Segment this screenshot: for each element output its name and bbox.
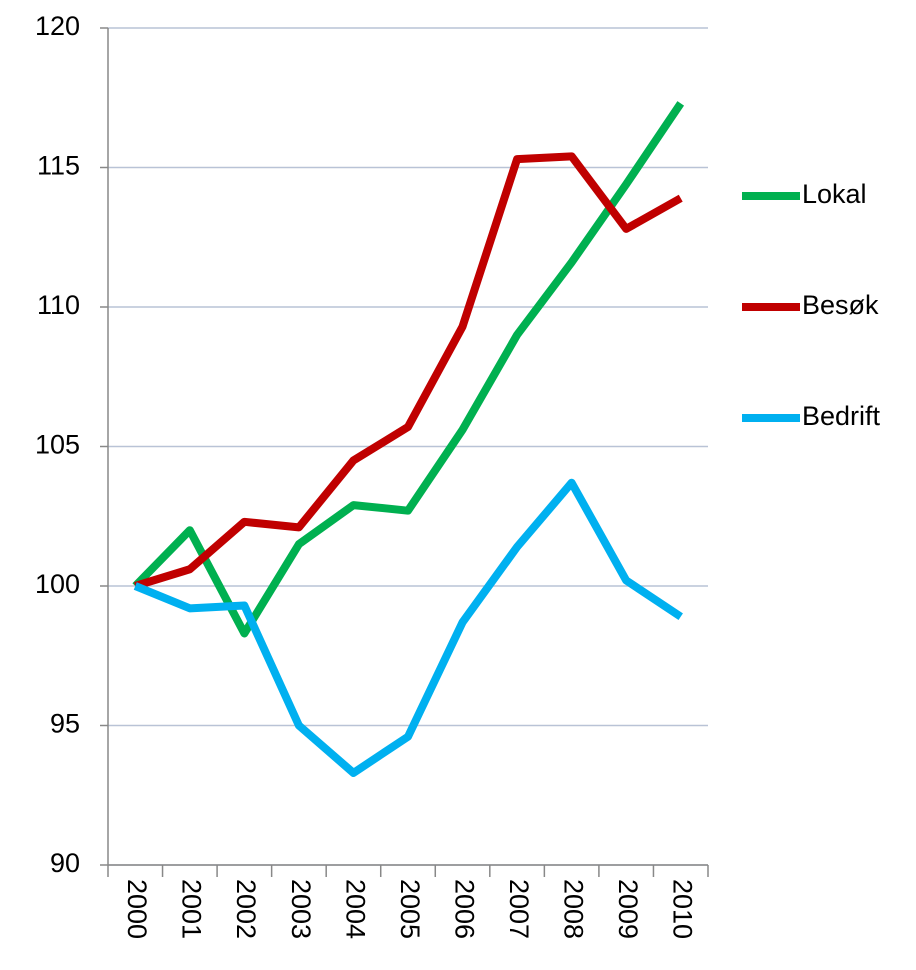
legend-label: Besøk bbox=[802, 290, 879, 320]
x-tick-label: 2005 bbox=[395, 879, 425, 939]
series-line bbox=[134, 152, 683, 590]
x-tick-label: 2003 bbox=[286, 879, 316, 939]
x-tick-label: 2008 bbox=[559, 879, 589, 939]
series-line bbox=[132, 101, 685, 638]
x-tick-label: 2009 bbox=[613, 879, 643, 939]
y-tick-label: 120 bbox=[35, 11, 80, 41]
y-tick-label: 115 bbox=[37, 151, 80, 181]
series-line bbox=[133, 478, 683, 777]
y-tick-label: 95 bbox=[50, 709, 80, 739]
y-tick-label: 100 bbox=[35, 569, 80, 599]
x-tick-label: 2010 bbox=[668, 879, 698, 939]
x-tick-label: 2002 bbox=[231, 879, 261, 939]
x-tick-label: 2007 bbox=[504, 879, 534, 939]
legend-label: Bedrift bbox=[802, 401, 881, 431]
x-tick-label: 2001 bbox=[177, 879, 207, 939]
y-tick-label: 105 bbox=[35, 430, 80, 460]
y-tick-label: 90 bbox=[50, 848, 80, 878]
x-tick-label: 2000 bbox=[122, 879, 152, 939]
x-tick-label: 2004 bbox=[340, 879, 370, 939]
x-tick-label: 2006 bbox=[449, 879, 479, 939]
legend-label: Lokal bbox=[802, 179, 867, 209]
y-tick-label: 110 bbox=[37, 290, 80, 320]
